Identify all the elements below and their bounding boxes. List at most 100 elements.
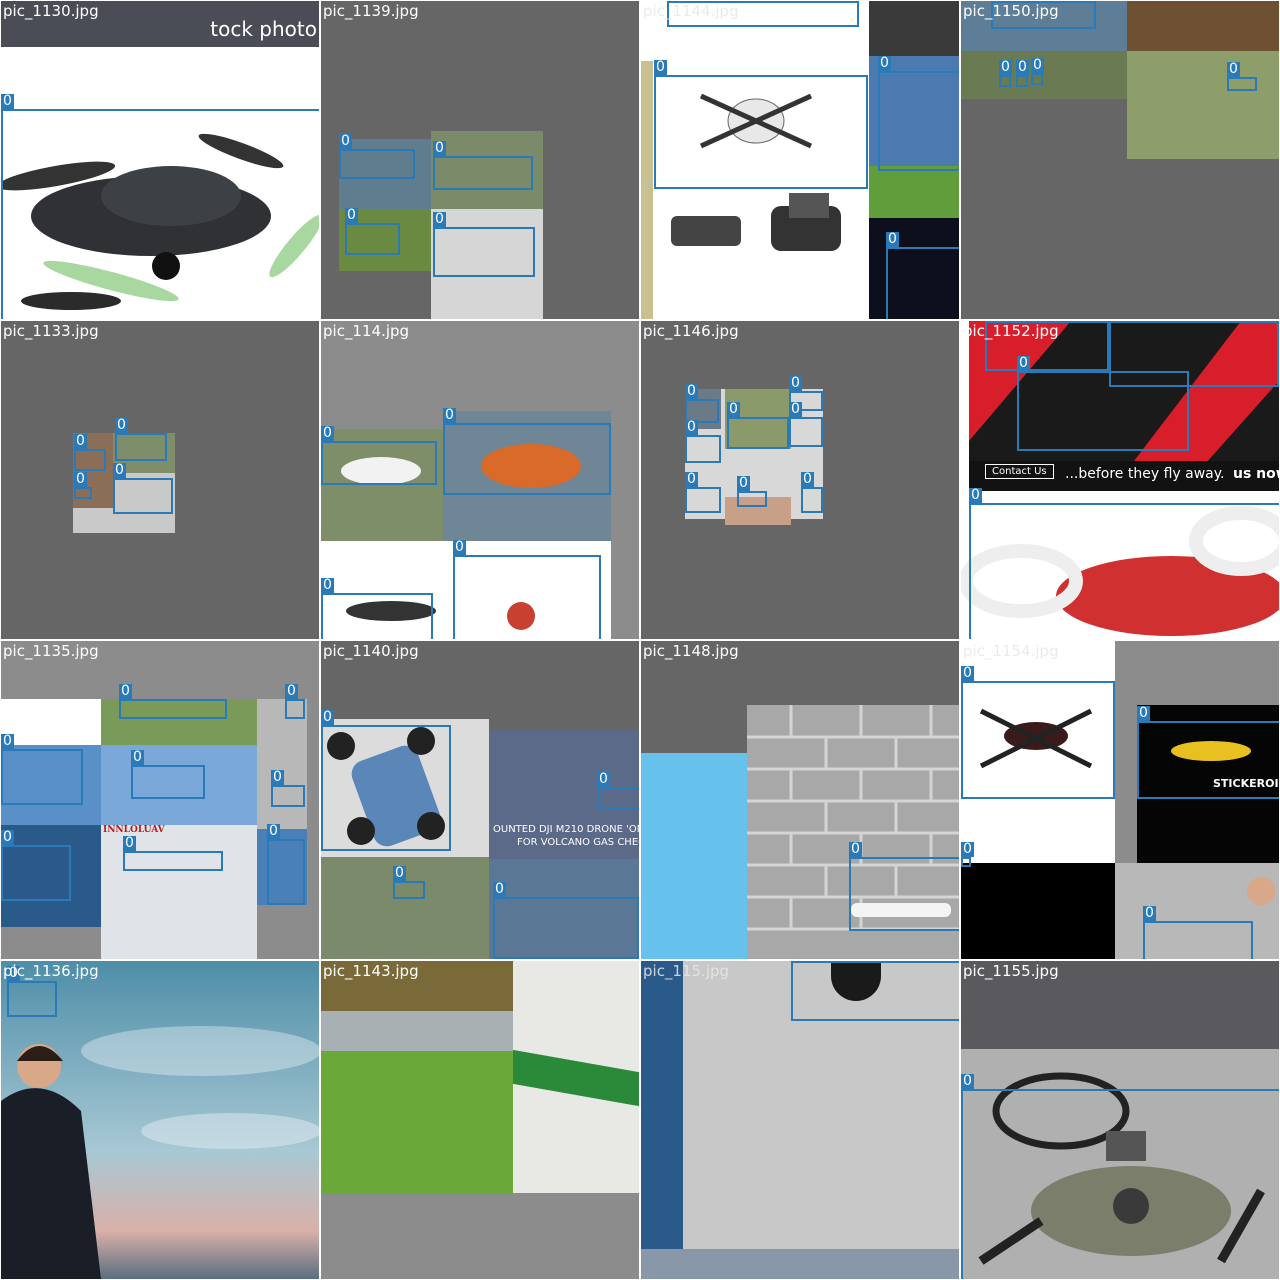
detection-box: 0 <box>849 842 959 931</box>
photo-patch <box>1 699 101 745</box>
class-label: 0 <box>961 841 974 857</box>
brick-wall-image <box>747 705 959 959</box>
photo-patch <box>339 139 431 211</box>
image-text: OUNTED DJI M210 DRONE 'ONE <box>493 824 639 835</box>
class-label: 0 <box>597 771 610 787</box>
class-label: 0 <box>321 709 334 725</box>
photo-patch <box>101 745 257 825</box>
image-text: us now <box>1233 466 1279 482</box>
photo-patch <box>1127 51 1279 159</box>
image-filename: pic_1133.jpg <box>3 322 99 340</box>
detection-box <box>991 1 1096 29</box>
photo-patch <box>961 863 1115 959</box>
detection-box: 0 <box>886 232 959 319</box>
image-filename: pic_1130.jpg <box>3 2 99 20</box>
photo-patch <box>725 389 791 449</box>
photo-patch <box>489 729 639 859</box>
detection-box: 0 <box>285 684 305 719</box>
detection-box: 0 <box>433 141 533 190</box>
detection-box: 0 <box>791 961 959 1021</box>
detection-box: 0 <box>115 418 167 461</box>
photo-patch <box>641 753 747 959</box>
detection-box: 0 <box>878 56 959 171</box>
image-text: ...before they fly away. <box>1065 466 1225 482</box>
photo-patch <box>961 641 1115 863</box>
detection-box: 0 <box>433 212 535 277</box>
photo-patch <box>641 61 653 319</box>
drone-image <box>979 708 1275 905</box>
detection-box: 0 <box>685 472 721 513</box>
photo-patch <box>257 699 307 829</box>
class-label: 0 <box>271 769 284 785</box>
detection-box: 0 <box>321 578 433 639</box>
class-label: 0 <box>1137 705 1150 721</box>
class-label: 0 <box>685 383 698 399</box>
detection-box: 0 <box>7 966 57 1017</box>
image-text: INNLOLUAV <box>103 825 165 835</box>
detection-box: 0 <box>654 60 868 189</box>
photo-patch <box>321 961 513 1011</box>
class-label: 0 <box>7 965 20 981</box>
class-label: 0 <box>961 665 974 681</box>
class-label: 0 <box>789 401 802 417</box>
detection-box: 0 <box>1227 62 1257 91</box>
class-label: 0 <box>737 475 750 491</box>
drone-image <box>341 444 581 630</box>
detection-box: 0 <box>985 321 1109 371</box>
photo-patch <box>869 218 959 319</box>
class-label: 0 <box>791 961 804 963</box>
detection-box: 0 <box>267 824 305 905</box>
class-label: 0 <box>123 835 136 851</box>
class-label: 0 <box>1031 57 1044 73</box>
photo-patch <box>431 131 543 209</box>
image-tile: 0 0 0 0 pic_1150.jpg <box>961 1 1279 319</box>
detection-box: 0 <box>961 1074 1279 1279</box>
detection-box: 0 <box>393 866 425 899</box>
photo-patch <box>961 961 1279 1049</box>
image-filename: pic_1148.jpg <box>643 642 739 660</box>
detection-box: 0 <box>737 476 767 507</box>
class-label: 0 <box>1 733 14 749</box>
photo-patch <box>683 961 959 1249</box>
drone-image <box>327 727 445 847</box>
class-label: 0 <box>321 425 334 441</box>
image-tile: STICKEROID 0 0 0 0 pic_1154.jpg <box>961 641 1279 959</box>
photo-patch <box>869 56 959 166</box>
class-label: 0 <box>267 823 280 839</box>
image-filename: pic_1143.jpg <box>323 962 419 980</box>
detection-box: 0 <box>685 420 721 463</box>
drone-image <box>978 1072 1265 1265</box>
detection-box: 0 <box>453 540 601 639</box>
class-label: 0 <box>453 539 466 555</box>
detection-box: 0 <box>1137 706 1279 799</box>
image-filename: pic_115.jpg <box>643 962 730 980</box>
detection-box: 0 <box>789 402 823 447</box>
detection-box: 0 <box>74 434 106 471</box>
image-tile: INNLOLUAV 0 0 0 0 0 0 0 0 pic_1135.jpg <box>1 641 319 959</box>
class-label: 0 <box>443 407 456 423</box>
image-tile: 0 pic_1155.jpg <box>961 961 1279 1279</box>
class-label: 0 <box>1143 905 1156 921</box>
detection-box <box>667 1 859 27</box>
detection-box: 0 <box>321 710 451 851</box>
photo-patch <box>869 166 959 218</box>
drone-image <box>671 93 841 251</box>
detection-box: 0 <box>443 408 611 495</box>
class-label: 0 <box>493 881 506 897</box>
image-filename: pic_1150.jpg <box>963 2 1059 20</box>
photo-patch <box>869 1 959 56</box>
detection-box: 0 <box>1016 60 1029 87</box>
image-tile: pic_1143.jpg <box>321 961 639 1279</box>
image-filename: pic_1136.jpg <box>3 962 99 980</box>
class-label: 0 <box>1 829 14 845</box>
photo-patch <box>489 859 639 959</box>
detection-box: 0 <box>113 463 173 514</box>
detection-box: 0 <box>1143 906 1253 959</box>
image-filename: pic_1155.jpg <box>963 962 1059 980</box>
detection-box: 0 <box>597 772 639 809</box>
image-text: STICKEROID <box>1213 777 1279 790</box>
detection-box: 0 <box>493 882 639 959</box>
image-tile: 0 0 0 0 pic_1133.jpg <box>1 321 319 639</box>
contact-us-button: Contact Us <box>985 464 1054 479</box>
class-label: 0 <box>1017 355 1030 371</box>
